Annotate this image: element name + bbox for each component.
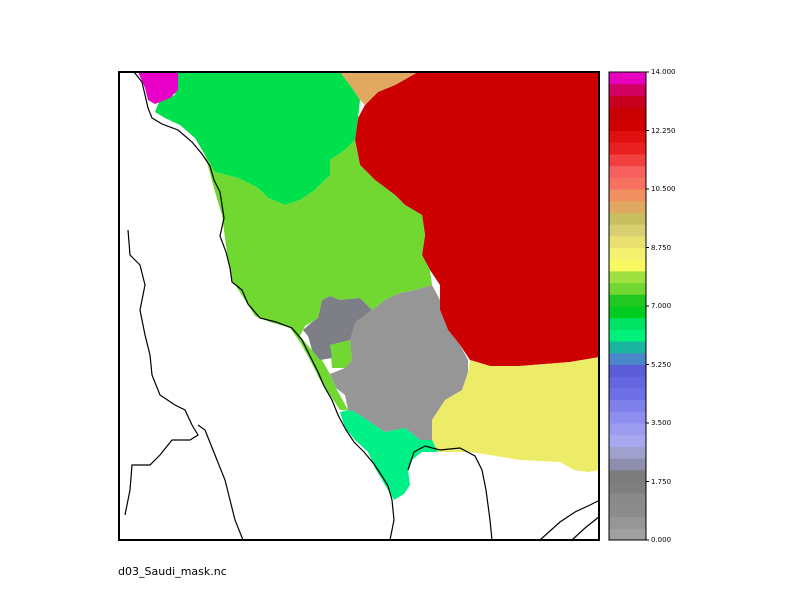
tick-label-1-75: 1.750 — [651, 477, 672, 486]
colorbar-cell — [609, 224, 646, 237]
colorbar-cell — [609, 130, 646, 143]
lightgreen-region — [205, 140, 432, 410]
colorbar-cell — [609, 200, 646, 213]
colorbar-cell — [609, 341, 646, 354]
colorbar-cell — [609, 504, 646, 518]
colorbar-cell — [609, 118, 646, 131]
colorbar-cell — [609, 95, 646, 108]
colorbar-cell — [609, 294, 646, 307]
tick-label-8-75: 8.750 — [651, 243, 672, 252]
orange-region — [340, 72, 418, 105]
colorbar-cell — [609, 352, 646, 365]
yellow-region — [432, 357, 599, 472]
magenta-region — [138, 72, 178, 104]
colorbar-cell — [609, 528, 646, 541]
colorbar-cell — [609, 516, 646, 529]
colorbar-cell — [609, 387, 646, 401]
colorbar-cell — [609, 469, 646, 482]
boundary-lines — [124, 72, 599, 540]
colorbar-cell — [609, 329, 646, 342]
tick-label-0: 0.000 — [651, 536, 672, 544]
colorbar-cell — [609, 481, 646, 494]
colorbar-cell — [609, 153, 646, 167]
colorbar-cell — [609, 235, 646, 248]
file-name-label: d03_Saudi_mask.nc — [118, 565, 227, 578]
colorbar-cell — [609, 282, 646, 295]
colorbar-cell — [609, 83, 646, 96]
colorbar-cell — [609, 434, 646, 447]
colorbar-cell — [609, 259, 646, 272]
colorbar-cell — [609, 446, 646, 459]
southeast-boundary-2 — [571, 516, 599, 540]
colorbar-cell — [609, 317, 646, 330]
colorbar-cell — [609, 270, 646, 284]
colorbar-cell — [609, 493, 646, 506]
colorbar-cell — [609, 376, 646, 389]
colorbar-cell — [609, 189, 646, 202]
tick-label-14: 14.000 — [651, 68, 676, 76]
teal-region — [340, 410, 438, 500]
tick-label-7: 7.000 — [651, 302, 672, 310]
colorbar-cell — [609, 72, 646, 85]
darkgray-region — [303, 296, 372, 360]
gray-region — [330, 285, 468, 440]
colorbar-cell — [609, 177, 646, 190]
green-region — [155, 72, 360, 205]
colorbar-cell — [609, 107, 646, 120]
southeast-boundary — [539, 499, 599, 540]
colorbar-cell — [609, 411, 646, 424]
colorbar-cell — [609, 423, 646, 436]
coastline — [133, 72, 395, 540]
colorbar-cell — [609, 165, 646, 178]
colorbar-ticks — [646, 71, 649, 541]
south-boundary — [407, 445, 493, 540]
colorbar-cell — [609, 247, 646, 260]
lightgreen-sliver — [330, 340, 352, 368]
inland-boundary — [197, 424, 244, 540]
tick-label-5-25: 5.250 — [651, 360, 672, 369]
colorbar-cell — [609, 212, 646, 225]
tick-label-12-25: 12.250 — [651, 126, 676, 135]
colorbar-cell — [609, 142, 646, 155]
red-region — [355, 72, 599, 366]
colorbar-cell — [609, 399, 646, 412]
colorbar-cell — [609, 458, 646, 471]
tick-label-3-5: 3.500 — [651, 419, 672, 427]
colorbar-cell — [609, 364, 646, 377]
colorbar-cells — [609, 72, 646, 541]
west-shoreline — [124, 229, 199, 516]
colorbar-cell — [609, 306, 646, 319]
tick-label-10-5: 10.500 — [651, 185, 676, 193]
map-frame — [118, 71, 600, 541]
